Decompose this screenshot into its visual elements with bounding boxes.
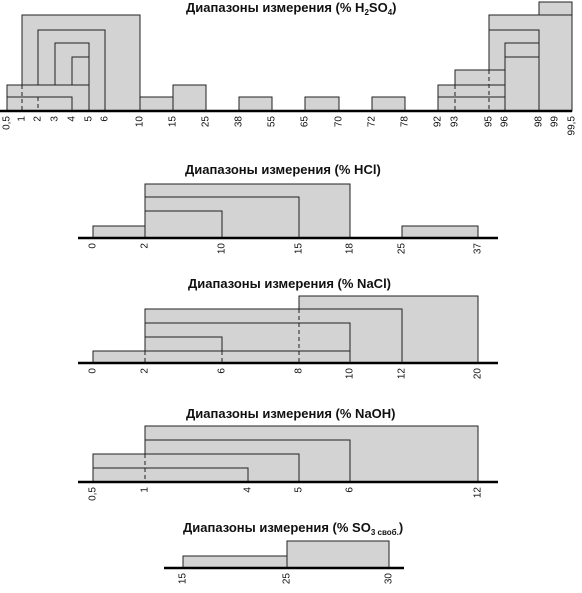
h2so4-tick-label: 99,5 (567, 116, 578, 136)
h2so4-tick-label: 6 (100, 116, 111, 122)
h2so4-tick-label: 0,5 (2, 116, 13, 130)
so3-title-end: ) (398, 520, 404, 535)
so3-range-bar (286, 540, 390, 569)
hcl-range-bar (401, 225, 479, 239)
nacl-title-text: Диапазоны измерения (% NaCl) (188, 276, 392, 291)
naoh-chart-title: Диапазоны измерения (% NaOH) (186, 406, 396, 421)
h2so4-range-bar (504, 56, 540, 112)
h2so4-title-sub: 2 (364, 8, 369, 17)
h2so4-range-bar (139, 96, 174, 112)
hcl-tick-label: 10 (217, 243, 228, 255)
h2so4-tick-label: 2 (33, 116, 44, 122)
h2so4-tick-label: 70 (334, 116, 345, 128)
nacl-tick-label: 8 (294, 368, 305, 374)
hcl-tick-label: 18 (345, 243, 356, 255)
hcl-range-bar (92, 225, 146, 239)
h2so4-tick-label: 78 (400, 116, 411, 128)
h2so4-tick-label: 55 (267, 116, 278, 128)
nacl-tick-label: 2 (140, 368, 151, 374)
hcl-chart-title: Диапазоны измерения (% HCl) (185, 162, 381, 177)
hcl-tick-label: 25 (397, 243, 408, 255)
h2so4-tick-label: 25 (201, 116, 212, 128)
h2so4-tick-label: 15 (168, 116, 179, 128)
h2so4-tick-label: 1 (17, 116, 28, 122)
naoh-tick-label: 4 (243, 487, 254, 493)
so3-tick-label: 30 (384, 573, 395, 585)
h2so4-range-bar (6, 96, 73, 112)
naoh-title-text: Диапазоны измерения (% NaOH) (186, 406, 396, 421)
h2so4-chart-title: Диапазоны измерения (% H2SO4) (186, 0, 397, 17)
h2so4-title-text: Диапазоны измерения (% H (186, 0, 365, 15)
h2so4-title-sub2: 4 (387, 8, 393, 17)
hcl-tick-label: 37 (473, 243, 484, 255)
h2so4-title-mid: SO (368, 0, 388, 15)
h2so4-title-end: ) (392, 0, 397, 15)
nacl-tick-label: 6 (217, 368, 228, 374)
nacl-tick-label: 20 (473, 368, 484, 380)
hcl-tick-label: 2 (140, 243, 151, 249)
h2so4-tick-label: 65 (300, 116, 311, 128)
h2so4-tick-label: 38 (234, 116, 245, 128)
naoh-tick-label: 6 (345, 487, 356, 493)
hcl-tick-label: 0 (88, 243, 99, 249)
h2so4-range-bar (437, 96, 506, 112)
h2so4-range-bar (304, 96, 340, 112)
h2so4-tick-label: 72 (367, 116, 378, 128)
h2so4-range-bar (371, 96, 406, 112)
h2so4-tick-label: 10 (135, 116, 146, 128)
naoh-tick-label: 5 (294, 487, 305, 493)
h2so4-tick-label: 4 (67, 116, 78, 122)
so3-tick-label: 25 (282, 573, 293, 585)
nacl-chart-title: Диапазоны измерения (% NaCl) (188, 276, 391, 291)
so3-title-text: Диапазоны измерения (% SO (183, 520, 371, 535)
hcl-title-text: Диапазоны измерения (% HCl) (185, 162, 381, 177)
nacl-tick-label: 0 (88, 368, 99, 374)
h2so4-tick-label: 95 (484, 116, 495, 128)
h2so4-tick-label: 93 (450, 116, 461, 128)
nacl-tick-label: 10 (345, 368, 356, 380)
h2so4-tick-label: 3 (50, 116, 61, 122)
h2so4-tick-label: 92 (433, 116, 444, 128)
h2so4-tick-label: 96 (500, 116, 511, 128)
h2so4-tick-label: 98 (534, 116, 545, 128)
so3-title-sub: 3 своб. (370, 528, 399, 537)
naoh-tick-label: 0,5 (88, 487, 99, 501)
hcl-range-bar (144, 210, 223, 239)
h2so4-range-bar (238, 96, 273, 112)
so3-chart-title: Диапазоны измерения (% SO3 своб.) (183, 520, 403, 537)
naoh-tick-label: 12 (473, 487, 484, 499)
so3-tick-label: 15 (178, 573, 189, 585)
h2so4-range-bar (172, 84, 207, 112)
hcl-tick-label: 15 (294, 243, 305, 255)
so3-range-bar (182, 555, 288, 569)
h2so4-tick-label: 5 (84, 116, 95, 122)
naoh-tick-label: 1 (140, 487, 151, 493)
naoh-range-bar (92, 467, 249, 483)
nacl-tick-label: 12 (397, 368, 408, 380)
h2so4-tick-label: 99 (550, 116, 561, 128)
